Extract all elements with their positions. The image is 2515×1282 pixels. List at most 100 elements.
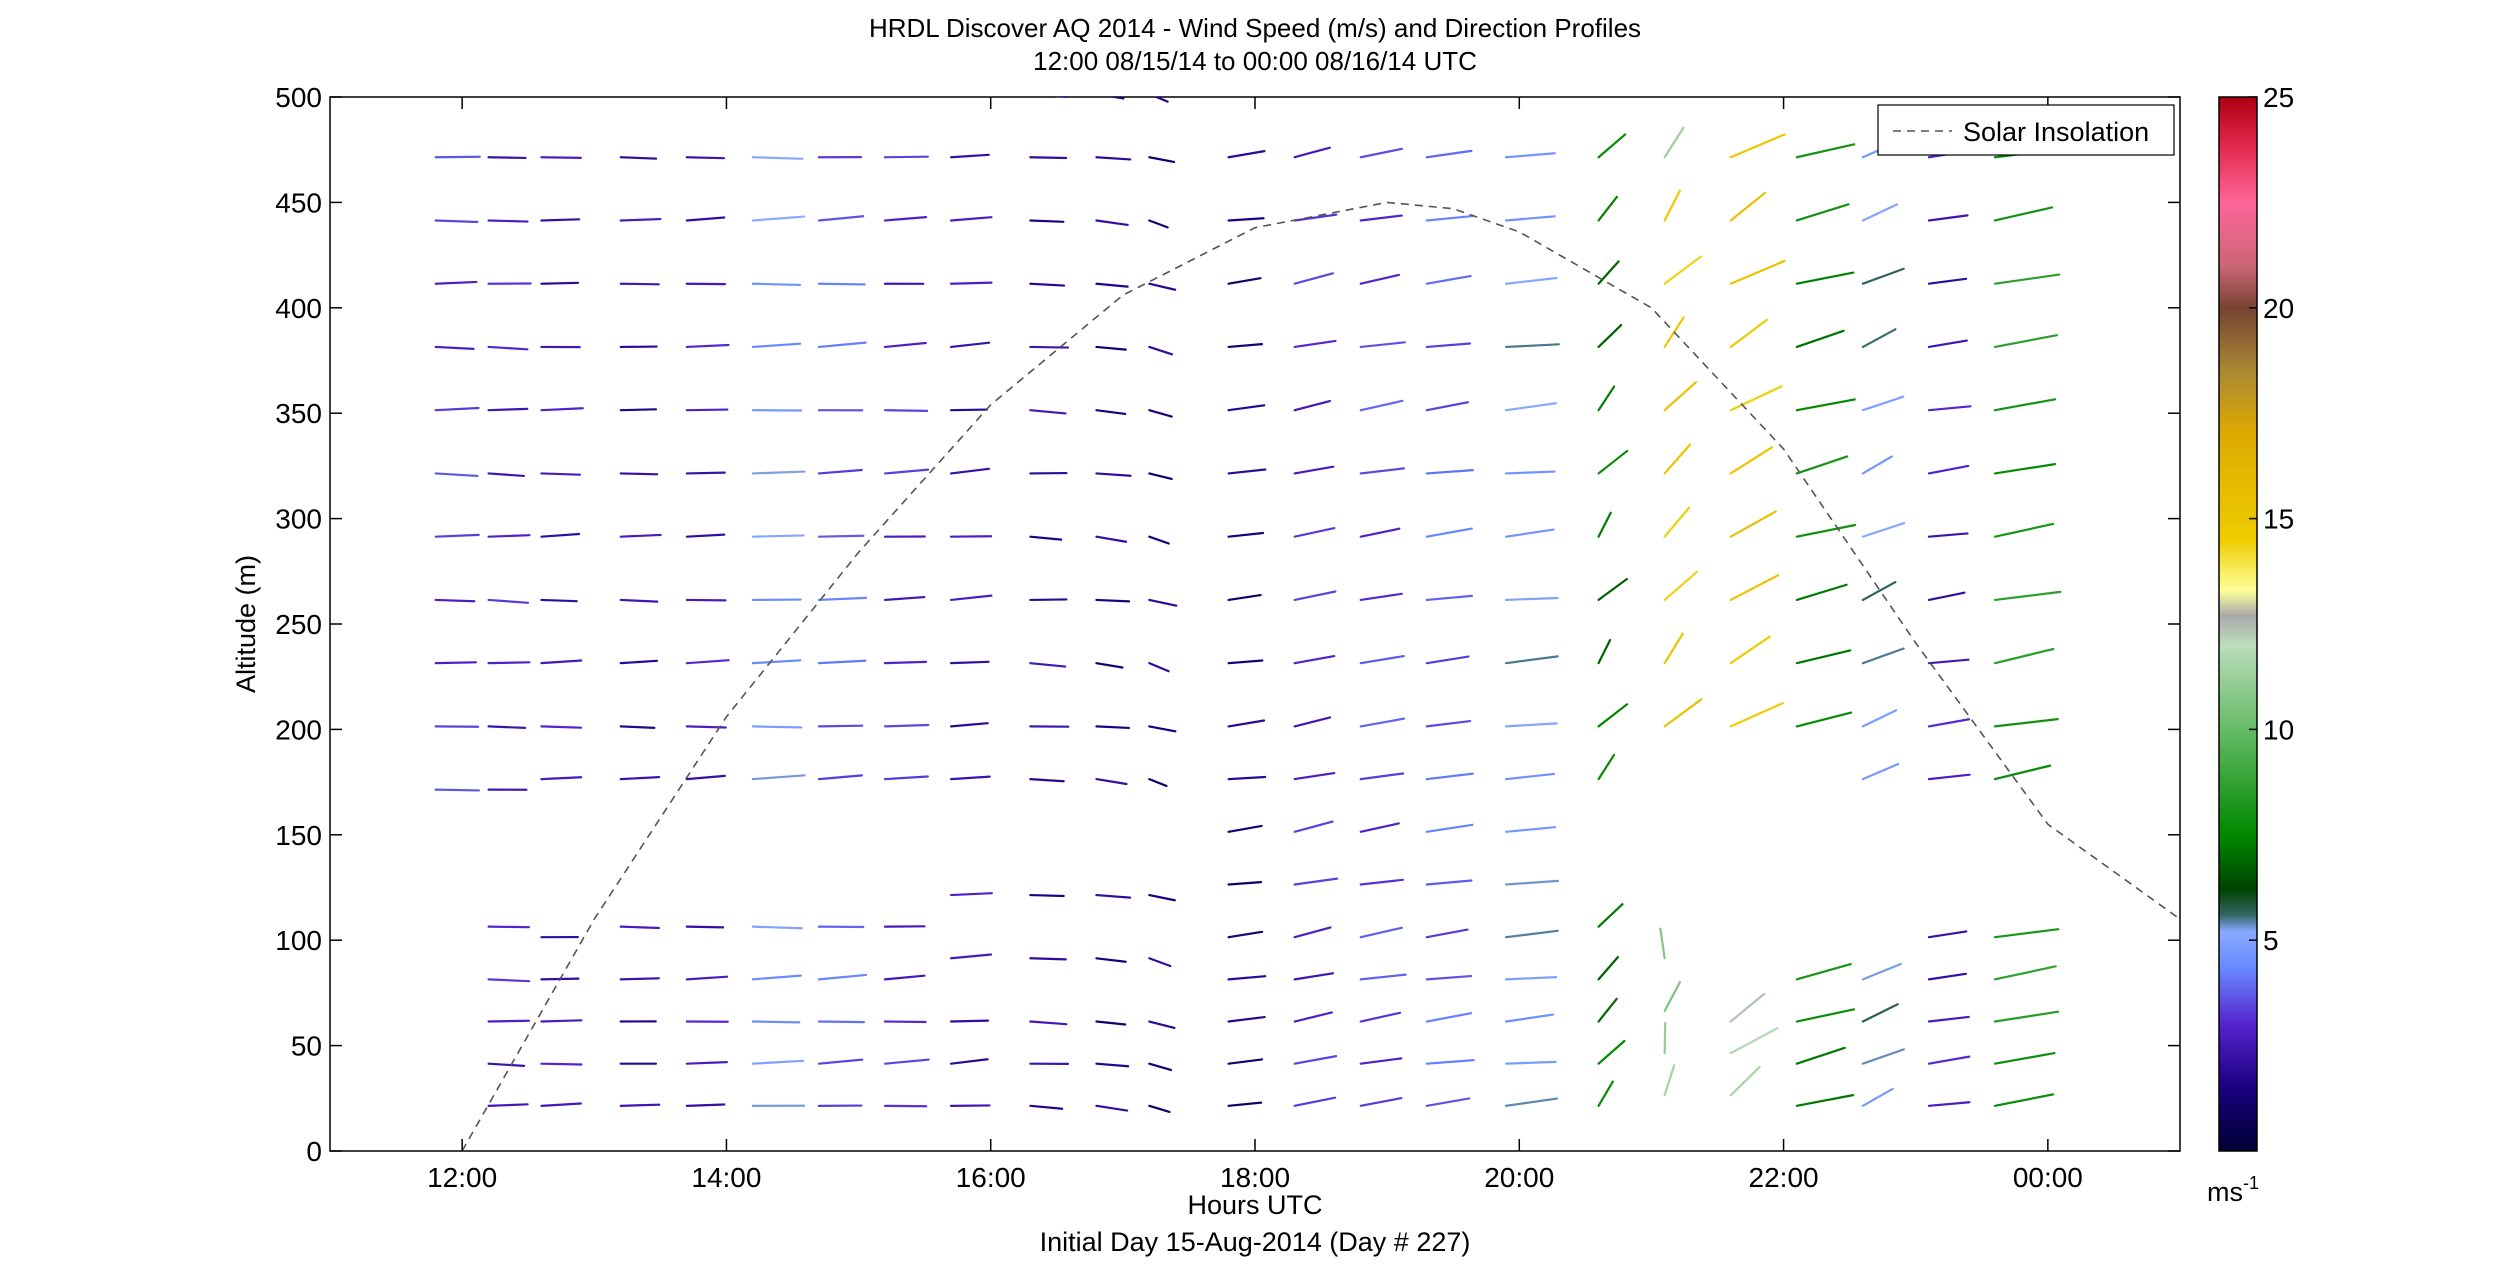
wind-barb xyxy=(1993,718,2059,728)
wind-barb xyxy=(1861,1048,1905,1065)
wind-barb xyxy=(685,471,726,475)
wind-barb xyxy=(1663,698,1703,728)
wind-barb xyxy=(1293,716,1332,728)
wind-barb xyxy=(1795,398,1856,412)
wind-barb xyxy=(1229,92,1265,94)
wind-barb xyxy=(1861,328,1897,349)
wind-barb xyxy=(751,282,802,287)
wind-barb xyxy=(949,153,990,159)
wind-barb xyxy=(1425,342,1472,349)
wind-barb xyxy=(1861,647,1905,665)
wind-barb xyxy=(685,216,726,222)
wind-barb xyxy=(1227,824,1263,833)
wind-barb xyxy=(1504,152,1556,159)
wind-barb xyxy=(1504,343,1560,349)
wind-barb xyxy=(1663,570,1698,602)
wind-barb xyxy=(1597,903,1624,928)
x-axis-label-secondary: Initial Day 15-Aug-2014 (Day # 227) xyxy=(1040,1227,1471,1257)
wind-barb xyxy=(540,281,580,285)
wind-barb xyxy=(1861,962,1902,981)
wind-barb xyxy=(1148,156,1176,164)
wind-barb xyxy=(1227,217,1265,222)
wind-barb xyxy=(1227,1058,1264,1065)
wind-barb xyxy=(1095,725,1131,730)
wind-barb xyxy=(883,341,927,349)
wind-barb xyxy=(1861,521,1906,538)
y-tick-label: 50 xyxy=(291,1031,322,1062)
wind-barb xyxy=(540,156,582,159)
wind-barb xyxy=(1504,655,1559,665)
x-tick-label: 12:00 xyxy=(427,1162,497,1193)
wind-barb xyxy=(1795,1046,1846,1065)
wind-barb xyxy=(1427,88,1469,94)
wind-barb xyxy=(619,925,660,930)
wind-barb xyxy=(1425,974,1473,981)
wind-barb xyxy=(1504,879,1560,886)
wind-barb xyxy=(1359,1011,1402,1023)
wind-barb xyxy=(1729,1065,1761,1097)
y-axis-label: Altitude (m) xyxy=(231,555,261,693)
wind-barb xyxy=(434,598,476,603)
wind-barb xyxy=(1861,267,1905,285)
colorbar-tick-label: 20 xyxy=(2263,293,2294,324)
wind-barb xyxy=(1663,443,1692,475)
wind-barb xyxy=(1504,1060,1557,1065)
wind-barb xyxy=(1663,255,1703,285)
wind-barb xyxy=(1095,662,1124,669)
wind-barb xyxy=(434,219,479,224)
y-tick-label: 450 xyxy=(275,187,322,218)
wind-barb xyxy=(1293,399,1331,412)
wind-barb xyxy=(1095,345,1127,351)
wind-barb xyxy=(1425,823,1474,833)
wind-barb xyxy=(1663,506,1691,538)
x-tick-label: 20:00 xyxy=(1484,1162,1554,1193)
chart-subtitle: 12:00 08/15/14 to 00:00 08/16/14 UTC xyxy=(1033,46,1477,76)
wind-barb xyxy=(1861,762,1900,781)
wind-barb xyxy=(1359,467,1405,475)
wind-barb xyxy=(1993,522,2055,538)
wind-barb xyxy=(1504,929,1559,939)
wind-barb xyxy=(1729,635,1771,665)
wind-barb xyxy=(1729,385,1783,412)
wind-barb xyxy=(1293,926,1332,939)
wind-barb xyxy=(751,659,802,665)
wind-barb xyxy=(1227,930,1264,939)
wind-barb xyxy=(687,91,728,94)
wind-barb xyxy=(1359,341,1406,349)
wind-barb xyxy=(685,408,729,412)
wind-barb xyxy=(1425,149,1473,159)
wind-barb xyxy=(1927,405,1972,412)
wind-barb xyxy=(685,659,730,665)
wind-barb xyxy=(487,1019,530,1023)
wind-barb xyxy=(1425,594,1474,602)
wind-barb xyxy=(1293,339,1337,349)
wind-barb xyxy=(1597,997,1618,1023)
wind-barb xyxy=(1861,203,1899,222)
wind-barb xyxy=(1227,343,1264,349)
legend-box xyxy=(1877,104,2175,156)
wind-barb xyxy=(883,723,930,728)
wind-barb xyxy=(751,1020,801,1024)
wind-barb xyxy=(619,977,660,981)
wind-barb xyxy=(540,1102,582,1107)
wind-barb xyxy=(1597,133,1627,159)
wind-barb xyxy=(751,1059,805,1065)
y-tick-label: 250 xyxy=(275,609,322,640)
wind-barb xyxy=(951,92,988,94)
wind-barb xyxy=(1359,214,1403,222)
wind-barb xyxy=(685,156,726,160)
wind-barb xyxy=(1861,395,1905,412)
wind-barb xyxy=(1359,527,1401,538)
x-tick-label: 18:00 xyxy=(1220,1162,1290,1193)
wind-barb xyxy=(1227,1015,1266,1023)
wind-barb xyxy=(883,775,929,781)
wind-barb xyxy=(883,155,930,159)
wind-barb xyxy=(1359,654,1405,665)
wind-barb xyxy=(1361,88,1406,94)
wind-barb xyxy=(1504,470,1556,475)
wind-barb xyxy=(1148,535,1170,545)
wind-barb xyxy=(619,408,658,412)
wind-barb xyxy=(619,659,659,665)
y-tick-label: 200 xyxy=(275,714,322,745)
wind-barb xyxy=(1993,764,2052,781)
